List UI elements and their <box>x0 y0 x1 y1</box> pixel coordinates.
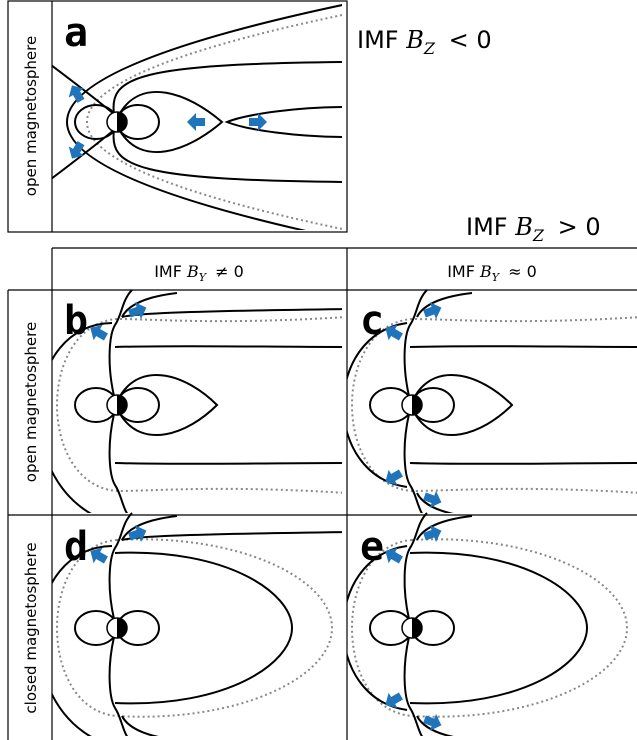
flow-arrow <box>385 469 403 486</box>
field-line <box>121 715 160 736</box>
subscript: Y <box>492 271 501 284</box>
panel-content <box>347 289 637 513</box>
panel-label: d <box>64 524 88 570</box>
flow-arrow <box>385 324 403 341</box>
column-header: IMF BY ≠ 0 <box>154 262 244 285</box>
field-line <box>114 345 342 465</box>
field-line <box>403 413 424 513</box>
subscript: Z <box>532 226 545 245</box>
field-line <box>121 531 342 541</box>
subscript: Y <box>199 271 208 284</box>
flow-arrow <box>68 141 85 159</box>
column-header: IMF BY ≈ 0 <box>447 262 537 285</box>
magnetopause <box>86 14 342 230</box>
flow-arrow <box>187 113 205 131</box>
flow-arrow <box>423 302 442 320</box>
relation: ≈ 0 <box>508 262 537 281</box>
magnetosphere-panel <box>52 289 342 513</box>
field-line <box>121 292 178 318</box>
field-line <box>121 515 178 541</box>
field-line <box>108 512 133 620</box>
earth-night <box>412 618 422 638</box>
field-line <box>108 636 129 736</box>
condition-label: IMF BZ < 0 <box>357 26 492 60</box>
field-line <box>66 4 342 230</box>
panel-label: a <box>64 10 88 56</box>
flow-arrow <box>90 547 108 564</box>
symbol: B <box>479 262 492 281</box>
field-line <box>52 322 113 513</box>
prefix: IMF <box>466 213 508 241</box>
flow-arrow <box>423 525 442 543</box>
magnetosphere-panel <box>347 512 629 736</box>
symbol: B <box>514 213 533 241</box>
field-line <box>119 373 219 437</box>
earth-night <box>117 112 127 132</box>
field-line <box>224 106 342 138</box>
flow-arrow <box>128 302 147 320</box>
row-label: closed magnetosphere <box>22 542 40 713</box>
panel-content <box>52 289 342 513</box>
flow-arrow <box>423 713 442 731</box>
earth-night <box>117 618 127 638</box>
panel-label: e <box>360 524 384 570</box>
panel-a-frame <box>7 0 348 233</box>
magnetopause <box>351 316 637 494</box>
magnetopause <box>56 316 342 494</box>
field-line <box>416 492 455 513</box>
field-line <box>119 90 224 154</box>
flow-arrow <box>385 692 403 709</box>
field-line <box>403 636 424 736</box>
panel-label: c <box>360 298 384 344</box>
field-line <box>409 551 589 705</box>
field-line <box>416 515 473 541</box>
condition-label: IMF BZ > 0 <box>466 213 601 247</box>
earth-night <box>412 395 422 415</box>
panel-content <box>347 512 629 736</box>
field-line <box>414 373 514 437</box>
flow-arrow <box>128 525 147 543</box>
field-line <box>347 322 408 488</box>
row-label: open magnetosphere <box>22 36 40 196</box>
magnetosphere-panel <box>52 4 342 230</box>
magnetosphere-panel <box>347 289 637 513</box>
row-label: open magnetosphere <box>22 322 40 482</box>
flow-arrow <box>90 324 108 341</box>
field-line <box>114 551 294 705</box>
field-line <box>108 289 133 397</box>
symbol: B <box>405 26 424 54</box>
field-line <box>409 345 637 465</box>
prefix: IMF <box>357 26 399 54</box>
subscript: Z <box>423 39 436 58</box>
magnetosphere-panel <box>52 512 342 736</box>
earth-night <box>117 395 127 415</box>
field-line <box>347 545 408 711</box>
symbol: B <box>186 262 199 281</box>
field-line <box>108 413 129 513</box>
field-line <box>121 308 342 318</box>
magnetopause <box>351 538 629 718</box>
flow-arrow <box>423 490 442 508</box>
relation: < 0 <box>449 26 492 54</box>
prefix: IMF <box>154 262 182 281</box>
panel-label: b <box>64 298 88 344</box>
field-line <box>416 715 455 736</box>
relation: > 0 <box>558 213 601 241</box>
field-line <box>52 545 113 736</box>
panel-content <box>52 4 342 230</box>
field-line <box>403 289 428 397</box>
flow-arrow <box>385 547 403 564</box>
flow-arrow <box>68 85 85 103</box>
magnetopause <box>56 538 334 718</box>
field-line <box>416 292 473 318</box>
relation: ≠ 0 <box>215 262 244 281</box>
panel-content <box>52 512 342 736</box>
prefix: IMF <box>447 262 475 281</box>
flow-arrow <box>249 113 267 131</box>
field-line <box>403 512 428 620</box>
